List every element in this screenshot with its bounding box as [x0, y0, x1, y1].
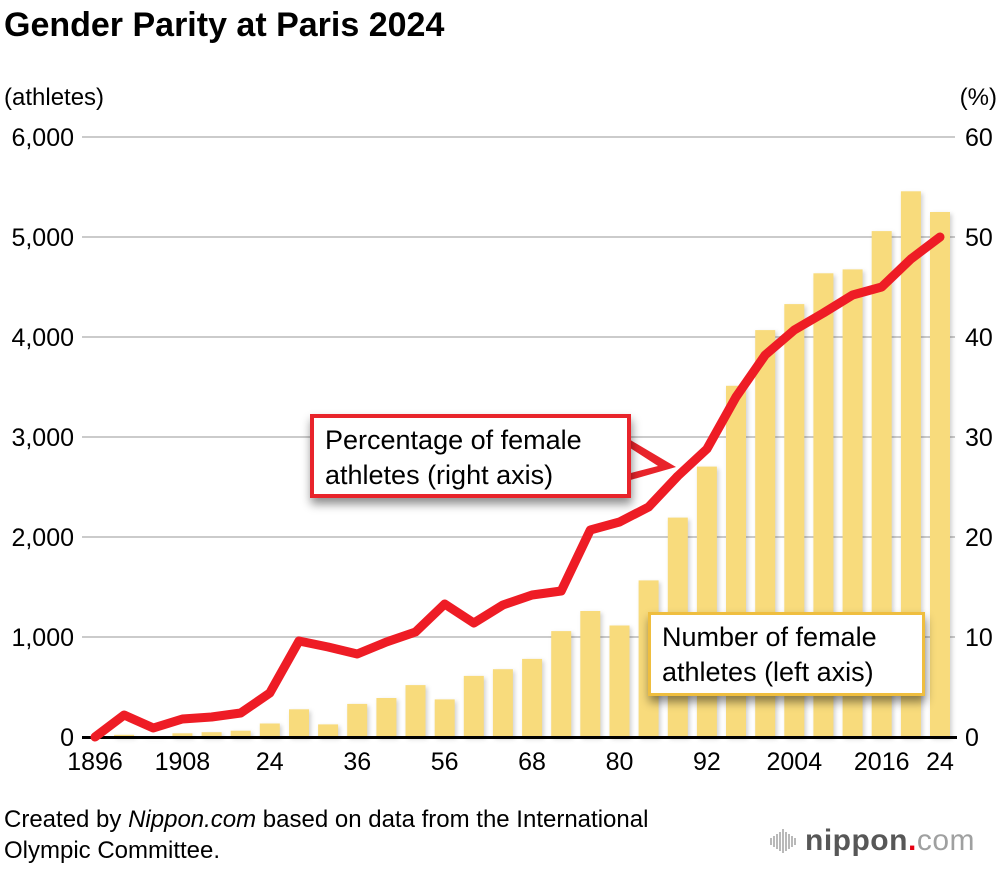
- x-axis-tick-label: 2016: [854, 748, 910, 776]
- bar-1912: [201, 732, 222, 737]
- right-axis-tick-label: 10: [965, 624, 993, 652]
- percentage-callout-line1: Percentage of female: [325, 425, 582, 455]
- percentage-callout-tail-notch: [627, 446, 658, 474]
- soundwave-bar: [785, 831, 787, 851]
- x-axis-tick-label: 24: [256, 748, 284, 776]
- bar-1920: [230, 730, 251, 737]
- soundwave-bar: [776, 833, 778, 849]
- left-axis-tick-label: 3,000: [11, 424, 74, 452]
- soundwave-bar: [788, 833, 790, 849]
- bar-1948: [376, 698, 397, 737]
- bar-1936: [347, 703, 368, 737]
- right-axis-tick-label: 40: [965, 324, 993, 352]
- x-axis-tick-label: 92: [693, 748, 721, 776]
- bar-1952: [405, 685, 426, 737]
- left-axis-tick-label: 6,000: [11, 124, 74, 152]
- left-axis-tick-label: 5,000: [11, 224, 74, 252]
- nippon-logo: nippon . com: [770, 824, 975, 858]
- bar-1980: [609, 625, 630, 737]
- left-axis-tick-label: 1,000: [11, 624, 74, 652]
- right-axis-tick-label: 30: [965, 424, 993, 452]
- left-axis-tick-label: 4,000: [11, 324, 74, 352]
- bar-1956: [434, 699, 455, 737]
- percentage-callout-line2: athletes (right axis): [325, 460, 554, 490]
- bar-2020: [900, 191, 921, 738]
- source-credit: Created by Nippon.com based on data from…: [4, 804, 648, 866]
- right-axis-tick-label: 0: [965, 724, 979, 752]
- x-axis-tick-label: 36: [343, 748, 371, 776]
- x-axis-tick-label: 24: [926, 748, 954, 776]
- credit-source: Nippon.com: [128, 806, 257, 833]
- soundwave-bar: [782, 829, 784, 853]
- bar-1976: [580, 611, 601, 737]
- x-axis-tick-label: 1896: [67, 748, 123, 776]
- number-callout-line2: athletes (left axis): [662, 657, 874, 687]
- right-axis-unit-label: (%): [959, 84, 997, 111]
- bar-1932: [318, 724, 339, 737]
- left-axis-tick-label: 0: [60, 724, 74, 752]
- logo-name: nippon: [805, 824, 908, 857]
- bar-1900: [114, 734, 135, 737]
- credit-prefix: Created by: [4, 806, 129, 833]
- right-axis-tick-label: 60: [965, 124, 993, 152]
- bar-1964: [492, 669, 513, 737]
- bar-1908: [172, 733, 193, 737]
- soundwave-bar: [770, 837, 772, 845]
- soundwave-bar: [794, 837, 796, 845]
- number-callout-line1: Number of female: [662, 622, 877, 652]
- percentage-line: [90, 232, 945, 742]
- x-axis-tick-label: 2004: [766, 748, 822, 776]
- bar-1960: [463, 675, 484, 737]
- logo-wordmark: nippon . com: [805, 824, 975, 858]
- soundwave-bar: [773, 835, 775, 847]
- bar-1924: [259, 723, 280, 737]
- right-axis-tick-label: 20: [965, 524, 993, 552]
- x-axis-tick-label: 80: [606, 748, 634, 776]
- credit-suffix: based on data from the International: [256, 806, 649, 833]
- bar-2016: [871, 231, 892, 737]
- logo-tld: com: [916, 824, 975, 857]
- number-callout: Number of female athletes (left axis): [648, 612, 925, 696]
- bar-1972: [551, 631, 572, 737]
- logo-dot: .: [907, 824, 917, 857]
- left-axis-unit-label: (athletes): [4, 84, 105, 111]
- soundwave-bar: [779, 831, 781, 851]
- right-axis-tick-label: 50: [965, 224, 993, 252]
- left-axis-tick-label: 2,000: [11, 524, 74, 552]
- bar-1928: [289, 709, 309, 737]
- bar-2024: [930, 212, 950, 737]
- x-axis-tick-label: 56: [431, 748, 459, 776]
- x-axis-tick-label: 68: [518, 748, 546, 776]
- page-title: Gender Parity at Paris 2024: [4, 6, 445, 44]
- credit-line2: Olympic Committee.: [4, 837, 221, 864]
- x-axis-tick-label: 1908: [155, 748, 211, 776]
- soundwave-icon: [770, 829, 797, 853]
- percentage-callout: Percentage of female athletes (right axi…: [310, 414, 631, 498]
- bar-1968: [522, 658, 543, 737]
- bar-1992: [696, 466, 717, 737]
- soundwave-bar: [791, 835, 793, 847]
